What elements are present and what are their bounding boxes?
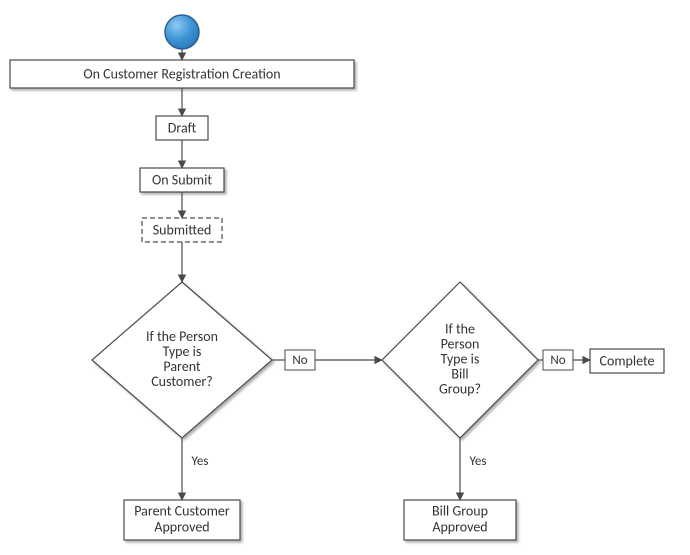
edge-6: No <box>272 350 382 370</box>
node-complete: Complete <box>590 349 664 373</box>
svg-text:Customer?: Customer? <box>151 373 213 390</box>
svg-text:No: No <box>292 353 307 368</box>
edge-5: Yes <box>182 438 208 500</box>
svg-text:Approved: Approved <box>432 518 487 535</box>
node-bg_appr: Bill GroupApproved <box>404 500 516 540</box>
flowchart-canvas: On Customer Registration Creation Draft On… <box>0 0 690 555</box>
svg-text:Group?: Group? <box>439 380 481 397</box>
node-start <box>165 15 199 49</box>
svg-text:On Customer Registration Creat: On Customer Registration Creation <box>83 65 280 82</box>
node-decision2: If thePersonType isBillGroup? <box>382 282 538 438</box>
node-submitted: Submitted <box>142 218 222 242</box>
svg-text:Approved: Approved <box>154 518 209 535</box>
node-on_submit: On Submit <box>140 168 224 192</box>
svg-text:Submitted: Submitted <box>153 221 212 238</box>
edge-7: Yes <box>460 438 486 500</box>
node-decision1: If the PersonType isParentCustomer? <box>92 282 272 438</box>
node-pc_appr: Parent CustomerApproved <box>124 500 240 540</box>
svg-text:Yes: Yes <box>192 454 209 469</box>
svg-text:Parent Customer: Parent Customer <box>134 502 230 519</box>
svg-text:Yes: Yes <box>470 454 487 469</box>
edge-8: No <box>538 350 590 370</box>
svg-text:No: No <box>550 353 565 368</box>
node-draft: Draft <box>156 116 208 140</box>
svg-text:On Submit: On Submit <box>152 171 212 188</box>
svg-text:Complete: Complete <box>600 352 655 369</box>
svg-text:Bill Group: Bill Group <box>432 502 488 519</box>
svg-text:Draft: Draft <box>168 119 197 136</box>
node-on_create: On Customer Registration Creation <box>10 60 354 88</box>
